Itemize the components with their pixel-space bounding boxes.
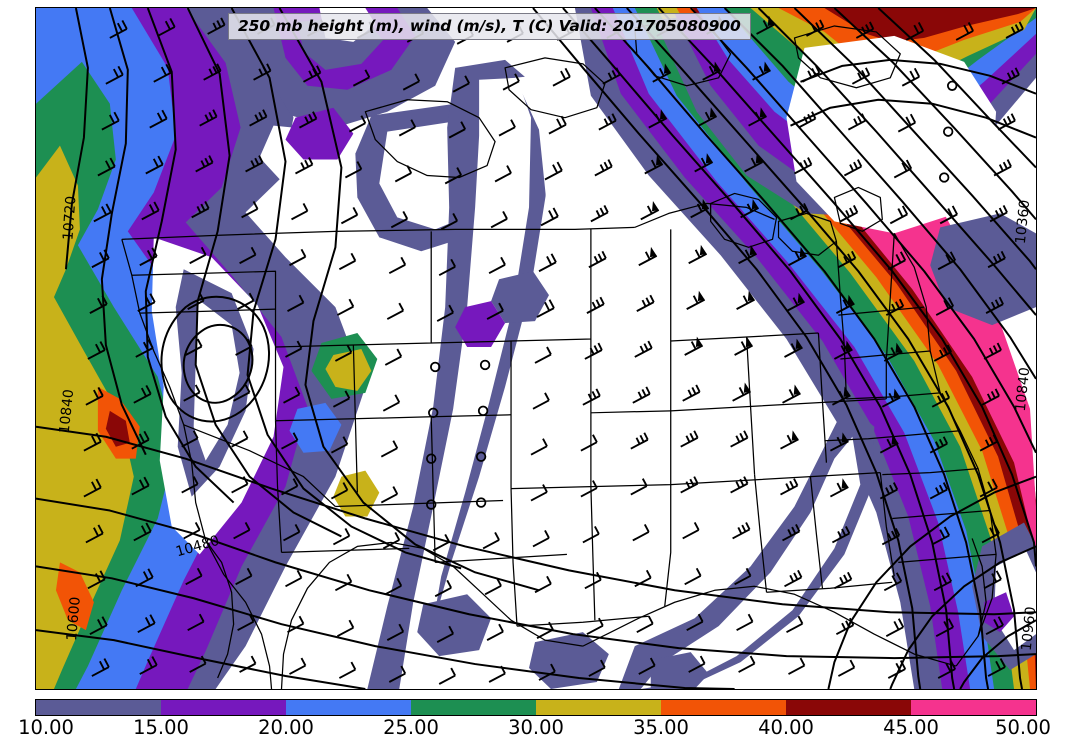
contour-label: 10840 [57, 388, 78, 434]
colorbar-tick-45: 45.00 [883, 716, 939, 739]
colorbar-tick-10: 10.00 [18, 716, 74, 739]
colorbar-band-20-25 [286, 700, 411, 715]
contour-label: 10720 [60, 195, 79, 240]
contour-label: 10360 [1013, 199, 1034, 245]
colorbar-band-10-15 [36, 700, 161, 715]
colorbar-band-45-50 [911, 700, 1036, 715]
colorbar-tick-20: 20.00 [258, 716, 314, 739]
colorbar-tick-50: 50.00 [995, 716, 1051, 739]
map-geography-lines [121, 19, 997, 689]
plot-title: 250 mb height (m), wind (m/s), T (C) Val… [228, 13, 751, 40]
colorbar-tick-25: 25.00 [383, 716, 439, 739]
height-contour-lines [36, 8, 1036, 689]
colorbar-tick-15: 15.00 [133, 716, 189, 739]
colorbar-tick-35: 35.00 [633, 716, 689, 739]
contour-label: 10840 [1013, 367, 1034, 413]
wind-speed-colorbar[interactable] [35, 699, 1037, 716]
contour-label: 10600 [64, 596, 84, 642]
map-plot-area[interactable]: 10720 10840 10600 10480 10360 10840 1096… [35, 7, 1037, 690]
colorbar-tick-30: 30.00 [508, 716, 564, 739]
map-canvas: 10720 10840 10600 10480 10360 10840 1096… [36, 8, 1036, 689]
colorbar-tick-40: 40.00 [758, 716, 814, 739]
colorbar-band-30-35 [536, 700, 661, 715]
colorbar-band-25-30 [411, 700, 536, 715]
colorbar-band-35-40 [661, 700, 786, 715]
colorbar-tick-labels: 10.00 15.00 20.00 25.00 30.00 35.00 40.0… [0, 716, 1065, 744]
colorbar-band-40-45 [786, 700, 911, 715]
colorbar-band-15-20 [161, 700, 286, 715]
contour-label: 10960 [1019, 606, 1036, 652]
